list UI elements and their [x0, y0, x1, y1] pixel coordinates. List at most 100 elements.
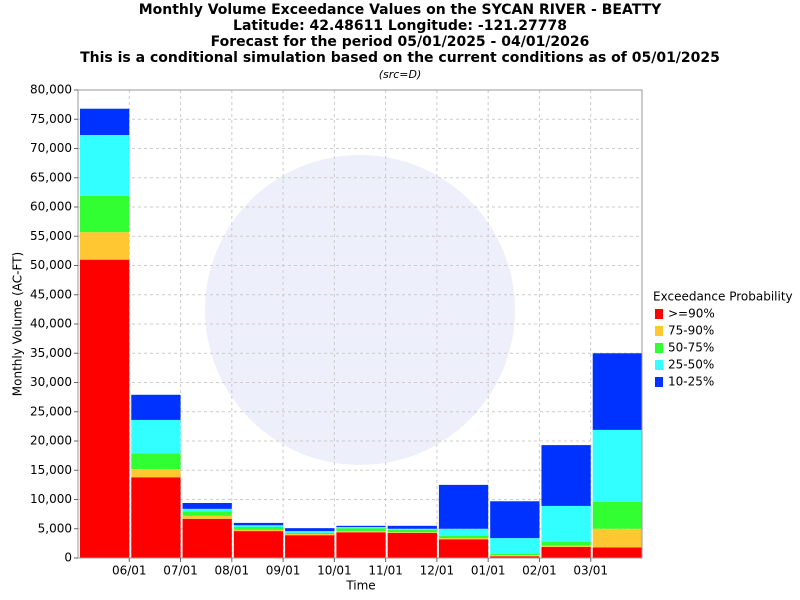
y-tick-label: 75,000: [30, 112, 72, 126]
x-tick-label: 01/01: [471, 564, 506, 578]
bar-segment: [182, 518, 232, 558]
bar-segment: [438, 538, 489, 540]
bar-segment: [592, 501, 642, 529]
bar-segment: [438, 535, 489, 539]
bar-segment: [592, 547, 642, 558]
bar-segment: [336, 531, 386, 533]
bar-segment: [438, 484, 489, 529]
bar-segment: [182, 503, 232, 509]
bar-segment: [131, 453, 181, 470]
legend-label: >=90%: [668, 307, 715, 321]
bar-segment: [80, 135, 130, 196]
bar-segment: [131, 419, 181, 454]
bar-segment: [182, 508, 232, 512]
bar-segment: [541, 545, 591, 547]
y-tick-label: 55,000: [30, 229, 72, 243]
bar-segment: [80, 259, 130, 558]
y-tick-label: 5,000: [38, 521, 72, 535]
bar-segment: [592, 353, 642, 430]
x-tick-label: 02/01: [522, 564, 557, 578]
bar-segment: [387, 525, 437, 529]
bar-segment: [387, 528, 437, 530]
title: Latitude: 42.48611 Longitude: -121.27778: [233, 18, 567, 34]
y-tick-label: 30,000: [30, 375, 72, 389]
y-tick-label: 10,000: [30, 492, 72, 506]
y-tick-label: 0: [64, 551, 72, 565]
bar-segment: [336, 526, 386, 529]
bar-segment: [233, 526, 284, 530]
y-tick-label: 70,000: [30, 141, 72, 155]
x-axis-label: Time: [345, 579, 375, 593]
bar-segment: [80, 232, 130, 260]
y-tick-label: 35,000: [30, 346, 72, 360]
title: Monthly Volume Exceedance Values on the …: [139, 2, 662, 18]
y-tick-label: 20,000: [30, 434, 72, 448]
watermark: [205, 155, 515, 465]
y-tick-label: 45,000: [30, 287, 72, 301]
y-tick-label: 60,000: [30, 200, 72, 214]
x-tick-label: 12/01: [420, 564, 455, 578]
bar-segment: [490, 556, 540, 558]
bar-segment: [490, 553, 540, 556]
bar-segment: [233, 529, 284, 532]
y-tick-label: 50,000: [30, 258, 72, 272]
legend-swatch: [655, 377, 663, 387]
bar-segment: [131, 477, 181, 558]
bar-segment: [80, 108, 130, 136]
bar-segment: [233, 522, 284, 526]
y-tick-label: 40,000: [30, 317, 72, 331]
y-tick-label: 65,000: [30, 170, 72, 184]
legend-swatch: [655, 309, 663, 319]
legend-swatch: [655, 343, 663, 353]
legend-label: 50-75%: [668, 341, 714, 355]
bar-segment: [541, 505, 591, 542]
bar-segment: [541, 445, 591, 506]
y-tick-label: 25,000: [30, 404, 72, 418]
bar-segment: [285, 531, 335, 533]
legend-title: Exceedance Probability: [653, 290, 793, 304]
bar-segment: [541, 546, 591, 558]
y-tick-label: 80,000: [30, 83, 72, 97]
x-tick-label: 06/01: [112, 564, 147, 578]
bar-segment: [80, 195, 130, 233]
bar-segment: [285, 528, 335, 532]
title: This is a conditional simulation based o…: [80, 50, 720, 66]
x-tick-label: 10/01: [317, 564, 352, 578]
x-tick-label: 11/01: [368, 564, 403, 578]
bar-segment: [233, 531, 284, 558]
bar-segment: [438, 539, 489, 558]
legend-swatch: [655, 360, 663, 370]
bar-segment: [592, 429, 642, 502]
subtitle: (src=D): [379, 68, 422, 81]
bar-segment: [233, 525, 284, 527]
bar-segment: [182, 515, 232, 519]
bar-segment: [387, 532, 437, 558]
x-tick-label: 09/01: [266, 564, 301, 578]
x-tick-label: 07/01: [163, 564, 198, 578]
bar-segment: [490, 501, 540, 539]
legend-swatch: [655, 326, 663, 336]
y-tick-label: 15,000: [30, 463, 72, 477]
legend-label: 10-25%: [668, 375, 714, 389]
bar-segment: [182, 511, 232, 516]
bar-segment: [438, 528, 489, 536]
title: Forecast for the period 05/01/2025 - 04/…: [211, 34, 590, 50]
x-tick-label: 03/01: [573, 564, 608, 578]
bar-segment: [490, 538, 540, 554]
bar-segment: [592, 528, 642, 548]
bar-segment: [285, 534, 335, 536]
bar-segment: [285, 535, 335, 558]
bar-segment: [387, 529, 437, 533]
bar-segment: [131, 394, 181, 420]
bar-segment: [387, 532, 437, 533]
bar-segment: [336, 528, 386, 532]
legend-label: 25-50%: [668, 358, 714, 372]
bar-segment: [131, 469, 181, 478]
bar-segment: [285, 532, 335, 535]
bar-segment: [541, 541, 591, 546]
y-axis-label: Monthly Volume (AC-FT): [11, 252, 25, 396]
bar-segment: [490, 555, 540, 557]
bar-segment: [336, 532, 386, 558]
legend-label: 75-90%: [668, 324, 714, 338]
